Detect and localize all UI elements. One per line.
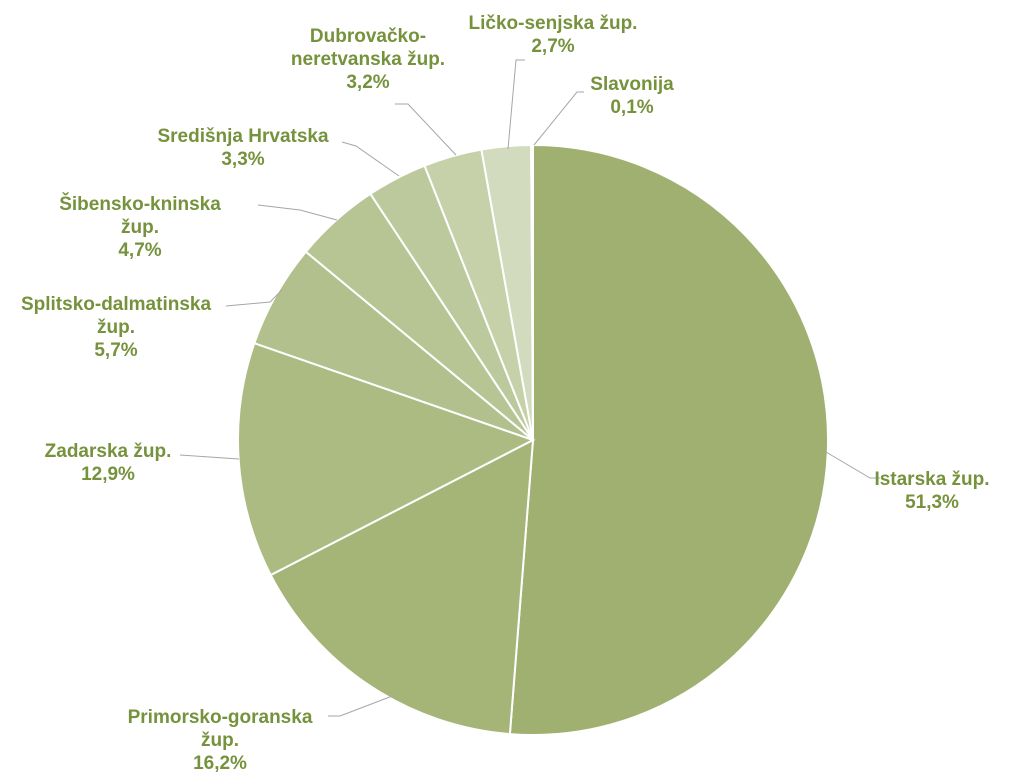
pie-slice-2 (269, 438, 535, 736)
leader-line-1 (825, 451, 880, 479)
data-label-value: 51,3% (905, 492, 959, 513)
data-labels-layer: Istarska žup. 51,3%Primorsko-goranska žup.… (21, 13, 990, 774)
data-label-category: žup. (121, 217, 159, 238)
data-label-7: Dubrovačko-neretvanska žup. 3,2% (291, 26, 445, 93)
data-label-value: 4,7% (118, 240, 161, 261)
data-label-category: Središnja Hrvatska (157, 126, 329, 147)
data-label-4: Splitsko-dalmatinska žup. 5,7% (21, 294, 211, 361)
data-label-category: Zadarska žup. (45, 441, 172, 462)
data-label-category: Splitsko-dalmatinska (21, 294, 211, 315)
leader-line-6 (341, 141, 400, 177)
pie-slice-9 (530, 143, 534, 441)
leader-line-5 (257, 204, 338, 221)
leader-line-8 (507, 59, 525, 150)
data-label-6: Središnja Hrvatska 3,3% (157, 126, 329, 170)
data-label-category: neretvanska žup. (291, 49, 445, 70)
data-label-2: Primorsko-goranska žup. 16,2% (128, 707, 313, 774)
data-label-category: Slavonija (590, 74, 674, 95)
data-label-value: 16,2% (193, 753, 247, 774)
leader-line-7 (395, 103, 457, 156)
data-label-category: Ličko-senjska žup. (469, 13, 638, 34)
data-label-1: Istarska žup. 51,3% (874, 469, 989, 513)
data-label-9: Slavonija 0,1% (590, 74, 674, 118)
slices-layer (237, 143, 829, 736)
pie-slice-1 (508, 143, 829, 736)
data-label-value: 12,9% (81, 464, 135, 485)
data-label-5: Šibensko-kninska žup. 4,7% (59, 193, 221, 261)
data-label-category: Dubrovačko- (310, 26, 426, 47)
data-label-category: Istarska žup. (874, 469, 989, 490)
data-label-value: 0,1% (610, 97, 653, 118)
data-label-category: Šibensko-kninska (59, 193, 221, 215)
data-label-8: Ličko-senjska žup. 2,7% (469, 13, 638, 57)
data-label-category: žup. (97, 317, 135, 338)
leader-line-4 (225, 289, 283, 307)
pie-slice-3 (237, 341, 536, 577)
leader-line-3 (179, 454, 240, 460)
data-label-value: 3,2% (346, 72, 389, 93)
data-label-category: Primorsko-goranska (128, 707, 313, 728)
data-label-3: Zadarska žup. 12,9% (45, 441, 172, 485)
data-label-value: 2,7% (531, 36, 574, 57)
leader-lines-layer (179, 59, 880, 717)
leader-line-2 (328, 694, 396, 717)
data-label-value: 3,3% (221, 149, 264, 170)
leader-line-9 (533, 91, 584, 146)
data-label-value: 5,7% (94, 340, 137, 361)
data-label-category: žup. (201, 730, 239, 751)
